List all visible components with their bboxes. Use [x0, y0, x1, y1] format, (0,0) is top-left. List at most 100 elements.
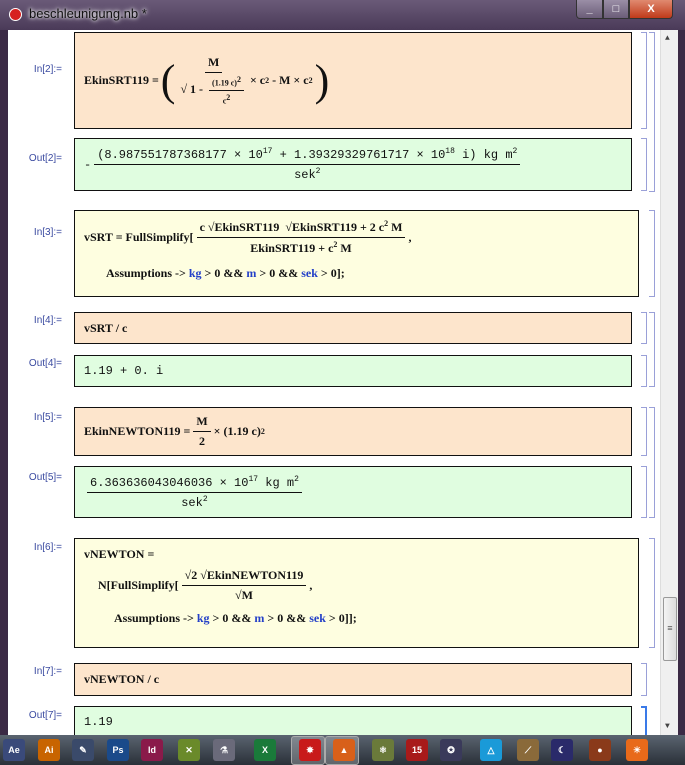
output-cell-2[interactable]: - (8.987551787368177 × 1017 + 1.39329329…	[74, 138, 632, 191]
input-cell-7[interactable]: vNEWTON / c	[74, 663, 632, 696]
taskbar-pen-tool-icon[interactable]: ✎	[72, 739, 94, 761]
expr: vSRT / c	[84, 320, 128, 335]
exp: 17	[248, 474, 259, 484]
expr: EkinSRT119 + c	[250, 241, 334, 255]
cell-label: In[2]:=	[33, 64, 62, 75]
exp: 2	[260, 427, 265, 436]
expr: 1 -	[190, 82, 204, 97]
exp: 2	[202, 494, 208, 504]
taskbar-photoshop-icon[interactable]: Ps	[107, 739, 129, 761]
expr: Assumptions ->	[106, 266, 186, 280]
notebook: In[2]:= EkinSRT119 = ( M √ 1 - (1.19 c)2…	[8, 30, 678, 735]
exp: 18	[445, 147, 455, 156]
maximize-button[interactable]: □	[603, 0, 629, 19]
cell-label: In[6]:=	[33, 542, 62, 553]
expr: N[FullSimplify[	[98, 578, 179, 592]
taskbar-calendar-icon[interactable]: 15	[406, 739, 428, 761]
taskbar-after-effects-icon[interactable]: Ae	[3, 739, 25, 761]
taskbar-app-green-icon[interactable]: ✕	[178, 739, 200, 761]
taskbar-geometry-icon[interactable]: △	[480, 739, 502, 761]
scrollbar-thumb[interactable]: ≡	[663, 597, 677, 661]
output-cell-7[interactable]: 1.19	[74, 706, 632, 735]
paren: )	[314, 56, 330, 105]
numerator: M	[205, 55, 223, 74]
vertical-scrollbar[interactable]: ▲ ≡ ▼	[660, 30, 678, 735]
group-bracket[interactable]	[649, 32, 655, 192]
exp: 17	[262, 147, 273, 156]
close-button[interactable]: X	[629, 0, 673, 19]
expr: ,	[408, 230, 412, 244]
exp: 2	[236, 75, 241, 85]
taskbar-sun-icon[interactable]: ☀	[626, 739, 648, 761]
input-cell-6[interactable]: vNEWTON = N[FullSimplify[ √2 √EkinNEWTON…	[74, 538, 639, 648]
taskbar-matlab-icon[interactable]: ▲	[333, 739, 355, 761]
expr: i) kg m	[462, 148, 513, 162]
output-cell-5[interactable]: 6.363636043046036 × 1017 kg m2 sek2	[74, 466, 632, 518]
cell-bracket[interactable]	[641, 407, 647, 456]
input-cell-3[interactable]: vSRT = FullSimplify[ c √EkinSRT119 √Ekin…	[74, 210, 639, 297]
output-cell-4[interactable]: 1.19 + 0. i	[74, 355, 632, 387]
numerator: √2 √EkinNEWTON119	[181, 568, 307, 586]
fraction: c √EkinSRT119 √EkinSRT119 + 2 c2 M EkinS…	[196, 219, 406, 256]
taskbar-mathematica-icon[interactable]: ✸	[299, 739, 321, 761]
denominator: 2	[198, 434, 205, 448]
cell-label: Out[4]=	[28, 358, 62, 369]
expr: c √EkinSRT119	[199, 220, 280, 234]
taskbar-telescope-icon[interactable]: ⟋	[517, 739, 539, 761]
exp: 2	[512, 147, 518, 156]
expr: - M × c	[272, 73, 309, 87]
taskbar: Ae Ai ✎ Ps Id ✕ ⚗ X ✸ ▲ ⚛ 15 ✪ △ ⟋ ☾ ● ☀	[0, 735, 685, 765]
expr: 6.363636043046036 × 10	[90, 475, 249, 490]
symbol: m	[254, 611, 265, 625]
taskbar-illustrator-icon[interactable]: Ai	[38, 739, 60, 761]
taskbar-excel-icon[interactable]: X	[254, 739, 276, 761]
scroll-up-icon[interactable]: ▲	[665, 34, 670, 43]
taskbar-network-icon[interactable]: ✪	[440, 739, 462, 761]
cell-bracket[interactable]	[641, 138, 647, 191]
cell-bracket[interactable]	[641, 32, 647, 129]
cell-bracket[interactable]	[641, 663, 647, 696]
expr: (1.19 c)	[212, 79, 237, 88]
expr: sek	[181, 495, 203, 510]
cell-bracket[interactable]	[641, 355, 647, 387]
minimize-button[interactable]: _	[576, 0, 603, 19]
group-bracket[interactable]	[649, 407, 655, 518]
expr: > 0 &&	[259, 266, 299, 280]
cell-bracket[interactable]	[649, 538, 655, 648]
taskbar-molecule-icon[interactable]: ⚛	[372, 739, 394, 761]
exp: 2	[265, 76, 270, 85]
taskbar-planet-icon[interactable]: ●	[589, 739, 611, 761]
cell-label: In[5]:=	[33, 412, 62, 423]
symbol: kg	[188, 266, 202, 280]
exp: 2	[333, 240, 338, 249]
expr: × (1.19 c)	[213, 424, 261, 438]
expr: EkinSRT119 =	[84, 73, 159, 87]
cell-bracket-selected[interactable]	[641, 706, 647, 735]
taskbar-lab-flask-icon[interactable]: ⚗	[213, 739, 235, 761]
scroll-down-icon[interactable]: ▼	[665, 722, 670, 731]
taskbar-night-sky-icon[interactable]: ☾	[551, 739, 573, 761]
cell-label: Out[5]=	[28, 472, 62, 483]
expr: -	[84, 157, 92, 172]
group-bracket[interactable]	[649, 312, 655, 387]
input-cell-4[interactable]: vSRT / c	[74, 312, 632, 344]
cell-label: Out[7]=	[28, 710, 62, 721]
cell-bracket[interactable]	[641, 466, 647, 518]
expr: vNEWTON =	[84, 547, 155, 561]
cell-label: In[4]:=	[33, 315, 62, 326]
symbol: kg	[196, 611, 210, 625]
expr: > 0]];	[328, 611, 357, 625]
expr: kg m	[265, 475, 295, 490]
expr: × c	[249, 73, 266, 87]
cell-bracket[interactable]	[641, 312, 647, 344]
cell-label: Out[2]=	[28, 153, 62, 164]
symbol: m	[246, 266, 257, 280]
exp: 2	[226, 93, 231, 102]
expr: > 0 &&	[204, 266, 244, 280]
expr: EkinNEWTON119 =	[84, 424, 191, 438]
cell-bracket[interactable]	[649, 210, 655, 297]
taskbar-indesign-icon[interactable]: Id	[141, 739, 163, 761]
